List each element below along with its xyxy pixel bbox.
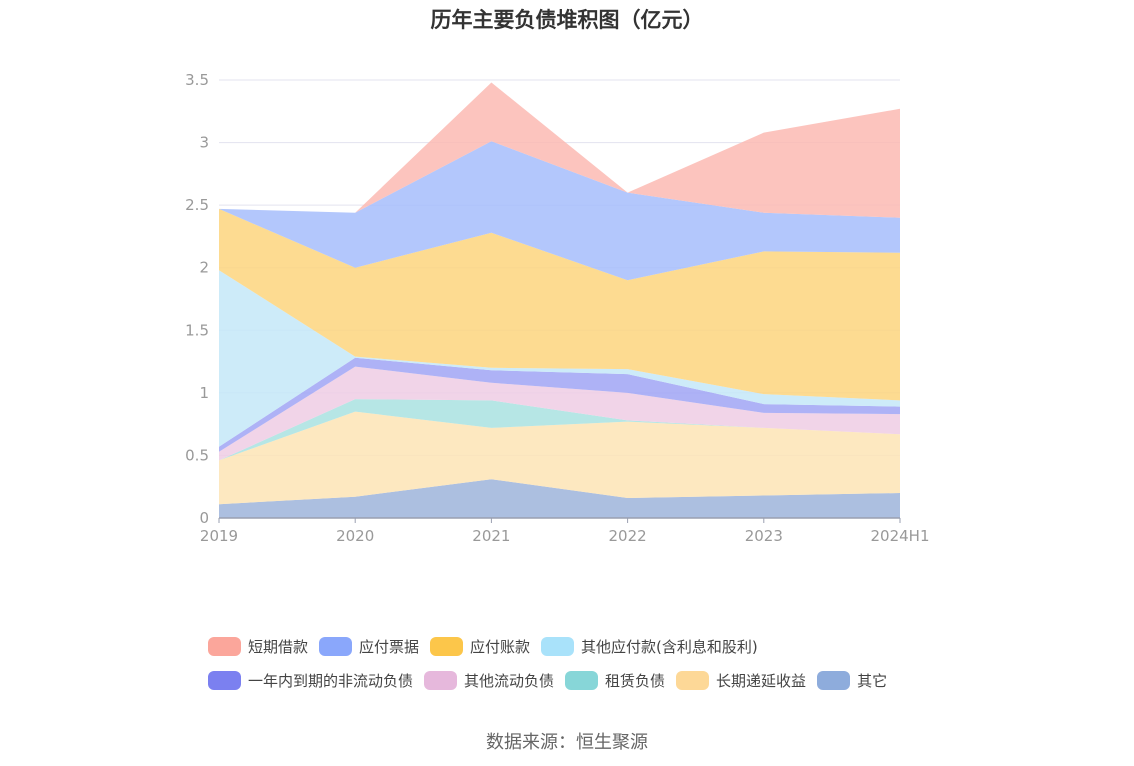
legend-item[interactable]: 短期借款 xyxy=(208,636,308,657)
area-series xyxy=(219,399,900,461)
legend: 短期借款 应付票据 应付账款 其他应付款(含利息和股利) 一年内到期的非流动负债 其他流… xyxy=(208,632,968,700)
x-tick-label: 2020 xyxy=(336,527,374,545)
y-tick-label: 2 xyxy=(199,259,209,277)
x-tick-label: 2023 xyxy=(745,527,783,545)
y-tick-label: 0.5 xyxy=(185,446,209,464)
x-tick-label: 2021 xyxy=(472,527,510,545)
area-series xyxy=(219,141,900,281)
legend-label: 其它 xyxy=(857,672,888,690)
legend-item[interactable]: 长期递延收益 xyxy=(676,670,806,691)
chart-title: 历年主要负债堆积图（亿元） xyxy=(430,8,704,32)
legend-item[interactable]: 租赁负债 xyxy=(565,670,665,691)
legend-label: 租赁负债 xyxy=(605,672,666,690)
legend-swatch xyxy=(208,637,241,656)
area-series xyxy=(219,357,900,452)
legend-item[interactable]: 其他应付款(含利息和股利) xyxy=(541,636,758,657)
y-tick-label: 3 xyxy=(199,134,209,152)
y-tick-label: 2.5 xyxy=(185,196,209,214)
legend-swatch xyxy=(319,637,353,656)
legend-label: 短期借款 xyxy=(248,638,309,656)
stacked-area-chart: 0 0.5 1 1.5 2 2.5 3 3.5 2019 2020 2021 2022 2023 2024… xyxy=(185,71,929,545)
axes: 0 0.5 1 1.5 2 2.5 3 3.5 2019 2020 2021 2022 2023 2024… xyxy=(185,71,929,545)
y-tick-label: 3.5 xyxy=(185,71,209,89)
x-tick-label: 2019 xyxy=(200,527,238,545)
legend-label: 应付账款 xyxy=(470,638,531,656)
legend-label: 长期递延收益 xyxy=(716,672,807,690)
legend-item[interactable]: 应付账款 xyxy=(430,636,530,657)
legend-item[interactable]: 一年内到期的非流动负债 xyxy=(208,670,413,691)
legend-label: 其他流动负债 xyxy=(464,672,555,690)
area-series xyxy=(219,366,900,461)
legend-swatch xyxy=(208,671,241,690)
data-source: 数据来源：恒生聚源 xyxy=(486,732,648,753)
legend-swatch xyxy=(676,671,710,690)
legend-item[interactable]: 其它 xyxy=(817,670,887,691)
legend-label: 一年内到期的非流动负债 xyxy=(248,672,414,690)
legend-swatch xyxy=(424,671,458,690)
legend-swatch xyxy=(817,671,851,690)
y-tick-label: 1.5 xyxy=(185,321,209,339)
legend-swatch xyxy=(541,637,575,656)
legend-swatch xyxy=(565,671,599,690)
y-tick-label: 0 xyxy=(199,509,209,527)
area-series xyxy=(219,411,900,505)
area-series-layer xyxy=(219,82,900,518)
x-tick-label: 2024H1 xyxy=(871,527,930,545)
area-series xyxy=(219,82,900,218)
area-series xyxy=(219,479,900,518)
x-tick-label: 2022 xyxy=(609,527,647,545)
legend-label: 应付票据 xyxy=(359,638,420,656)
legend-label: 其他应付款(含利息和股利) xyxy=(581,638,758,656)
legend-item[interactable]: 其他流动负债 xyxy=(424,670,554,691)
legend-row: 一年内到期的非流动负债 其他流动负债 租赁负债 长期递延收益 其它 xyxy=(208,666,968,695)
legend-row: 短期借款 应付票据 应付账款 其他应付款(含利息和股利) xyxy=(208,632,968,661)
legend-swatch xyxy=(430,637,464,656)
legend-item[interactable]: 应付票据 xyxy=(319,636,419,657)
area-series xyxy=(219,208,900,401)
y-tick-label: 1 xyxy=(199,384,209,402)
